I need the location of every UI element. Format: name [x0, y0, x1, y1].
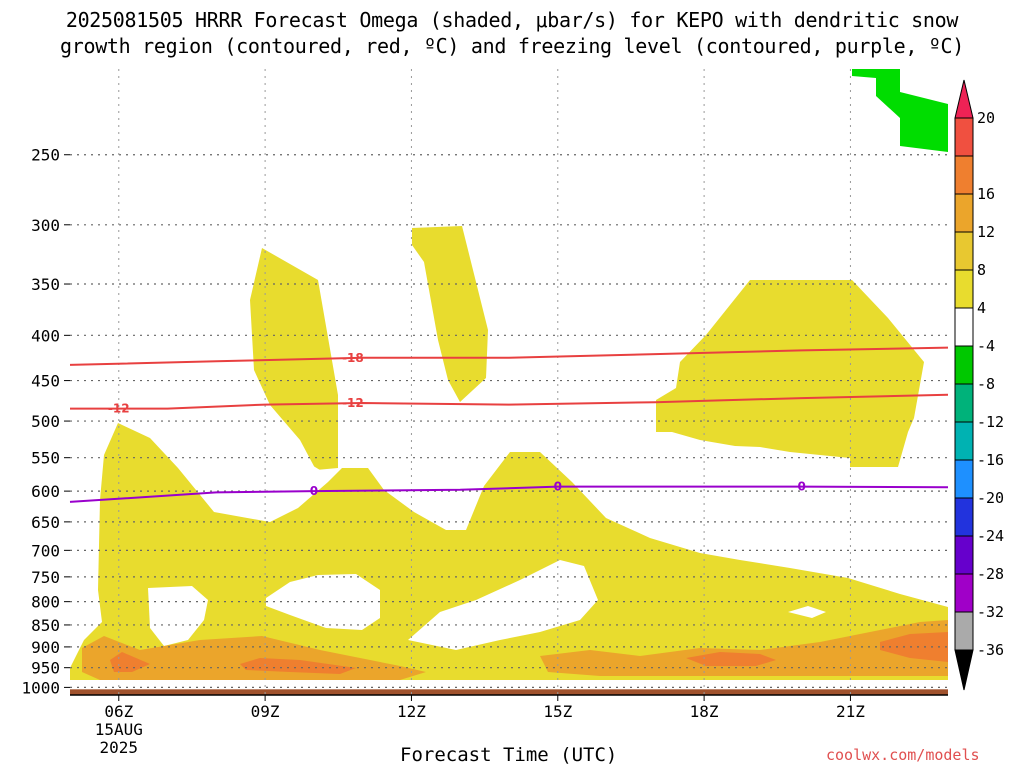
x-tick-label: 06Z — [104, 702, 133, 721]
x-tick-label: 18Z — [690, 702, 719, 721]
y-tick-label: 500 — [31, 412, 60, 431]
axes: 250 300 350 400 450 500 550 600 650 700 750 800 850 9… — [21, 146, 948, 757]
colorbar-label: -20 — [977, 489, 1004, 507]
colorbar-label: -28 — [977, 565, 1004, 583]
contour-label--18: -18 — [342, 351, 364, 365]
colorbar-band — [954, 611, 974, 651]
colorbar-label: 8 — [977, 261, 986, 279]
colorbar-top-arrow — [954, 79, 974, 119]
y-tick-label: 1000 — [21, 678, 60, 697]
omega-hole-f — [160, 432, 320, 510]
credit-link[interactable]: coolwx.com/models — [826, 746, 980, 764]
x-date-label: 15AUG — [95, 720, 143, 739]
omega-hole-c — [408, 560, 598, 650]
y-tick-label: 700 — [31, 541, 60, 560]
surface-band — [70, 689, 948, 695]
omega-block-right — [656, 280, 924, 467]
colorbar-band — [954, 421, 974, 461]
colorbar-label: -8 — [977, 375, 995, 393]
x-date-label: 2025 — [100, 738, 139, 757]
colorbar-band — [954, 307, 974, 347]
contour-lines: -18 -12 -12 0 0 0 — [69, 346, 949, 503]
y-tick-label: 850 — [31, 616, 60, 635]
omega-descent-top-right — [852, 69, 948, 152]
y-tick-label: 900 — [31, 638, 60, 657]
omega-plume-13z — [412, 226, 488, 402]
y-tick-label: 650 — [31, 513, 60, 532]
colorbar-label: 20 — [977, 109, 995, 127]
colorbar-band — [954, 383, 974, 423]
y-tick-label: 600 — [31, 482, 60, 501]
colorbar-label: -12 — [977, 413, 1004, 431]
colorbar-label: -32 — [977, 603, 1004, 621]
colorbar-band — [954, 497, 974, 537]
x-tick-label: 15Z — [543, 702, 572, 721]
contour-0 — [69, 485, 949, 503]
contour-label--12: -12 — [342, 396, 364, 410]
colorbar-label: 16 — [977, 185, 995, 203]
x-tick-label: 12Z — [397, 702, 426, 721]
colorbar-band — [954, 573, 974, 613]
omega-hole-a — [148, 586, 208, 646]
colorbar-label: 4 — [977, 299, 986, 317]
colorbar-label: -16 — [977, 451, 1004, 469]
x-tick-label: 09Z — [251, 702, 280, 721]
chart-title-line-1: 2025081505 HRRR Forecast Omega (shaded, … — [65, 8, 959, 32]
y-tick-label: 750 — [31, 568, 60, 587]
colorbar-label: 12 — [977, 223, 995, 241]
y-tick-label: 450 — [31, 372, 60, 391]
colorbar-label: -4 — [977, 337, 995, 355]
colorbar-label: -36 — [977, 641, 1004, 659]
omega-layer-12-16-b — [240, 658, 356, 674]
y-tick-label: 950 — [31, 659, 60, 678]
contour-label-0: 0 — [554, 480, 562, 494]
omega-lowlevel-body — [70, 423, 948, 680]
omega-shading — [70, 69, 948, 700]
colorbar-label: -24 — [977, 527, 1004, 545]
colorbar-band — [954, 231, 974, 271]
y-tick-label: 350 — [31, 275, 60, 294]
contour--18 — [69, 346, 949, 366]
x-tick-label: 21Z — [836, 702, 865, 721]
omega-layer-12-16-a — [110, 652, 150, 672]
colorbar-band — [954, 155, 974, 195]
colorbar-bottom-arrow — [954, 649, 974, 691]
y-tick-label: 800 — [31, 593, 60, 612]
contour--12 — [70, 393, 949, 410]
contour-label-0: 0 — [797, 480, 805, 494]
y-tick-label: 550 — [31, 449, 60, 468]
omega-layer-12-16-c — [686, 652, 776, 666]
omega-layer-8-12-right — [540, 620, 948, 676]
colorbar-band — [954, 117, 974, 157]
y-tick-label: 250 — [31, 146, 60, 165]
y-tick-label: 400 — [31, 326, 60, 345]
chart-title-line-2: growth region (contoured, red, ºC) and f… — [59, 34, 965, 58]
contour-label--12: -12 — [108, 402, 130, 416]
omega-layer-12-16-d — [880, 632, 948, 662]
colorbar-band — [954, 193, 974, 233]
colorbar: 20 16 12 8 4 -4 -8 -12 -16 -20 -24 -28 -32 -36 — [954, 79, 1004, 691]
omega-hole-e — [788, 606, 826, 618]
y-tick-label: 300 — [31, 216, 60, 235]
colorbar-band — [954, 459, 974, 499]
colorbar-band — [954, 345, 974, 385]
colorbar-band — [954, 269, 974, 309]
colorbar-band — [954, 535, 974, 575]
x-axis-label: Forecast Time (UTC) — [400, 744, 618, 766]
contour-label-0: 0 — [310, 484, 318, 498]
